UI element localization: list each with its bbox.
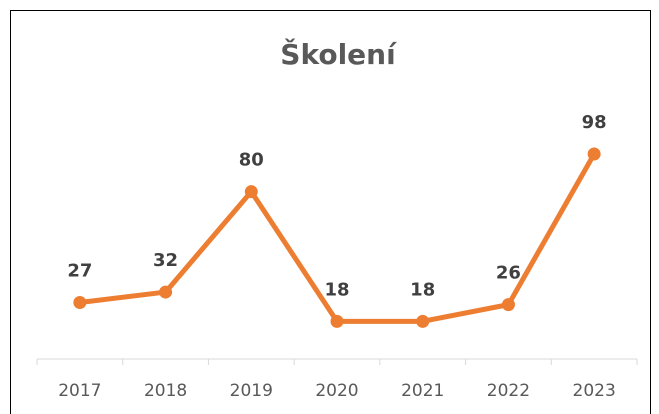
x-tick-label: 2022 [487,381,530,401]
data-label: 27 [67,261,92,282]
data-label: 32 [153,250,178,271]
x-tick-label: 2023 [573,381,616,401]
x-tick-label: 2017 [58,381,101,401]
data-label: 80 [239,150,264,171]
marker [244,185,258,199]
marker [501,298,515,312]
chart-title: Školení [280,37,397,71]
data-label: 26 [496,263,521,284]
marker [73,296,87,310]
x-tick-label: 2018 [144,381,187,401]
x-tick-label: 2019 [230,381,273,401]
marker [587,147,601,161]
marker [330,314,344,328]
marker [416,314,430,328]
data-label: 18 [410,279,435,300]
data-label: 98 [582,112,607,133]
x-tick-label: 2020 [315,381,358,401]
marker [159,285,173,299]
chart-frame [10,10,651,414]
data-label: 18 [324,279,349,300]
x-tick-label: 2021 [401,381,444,401]
